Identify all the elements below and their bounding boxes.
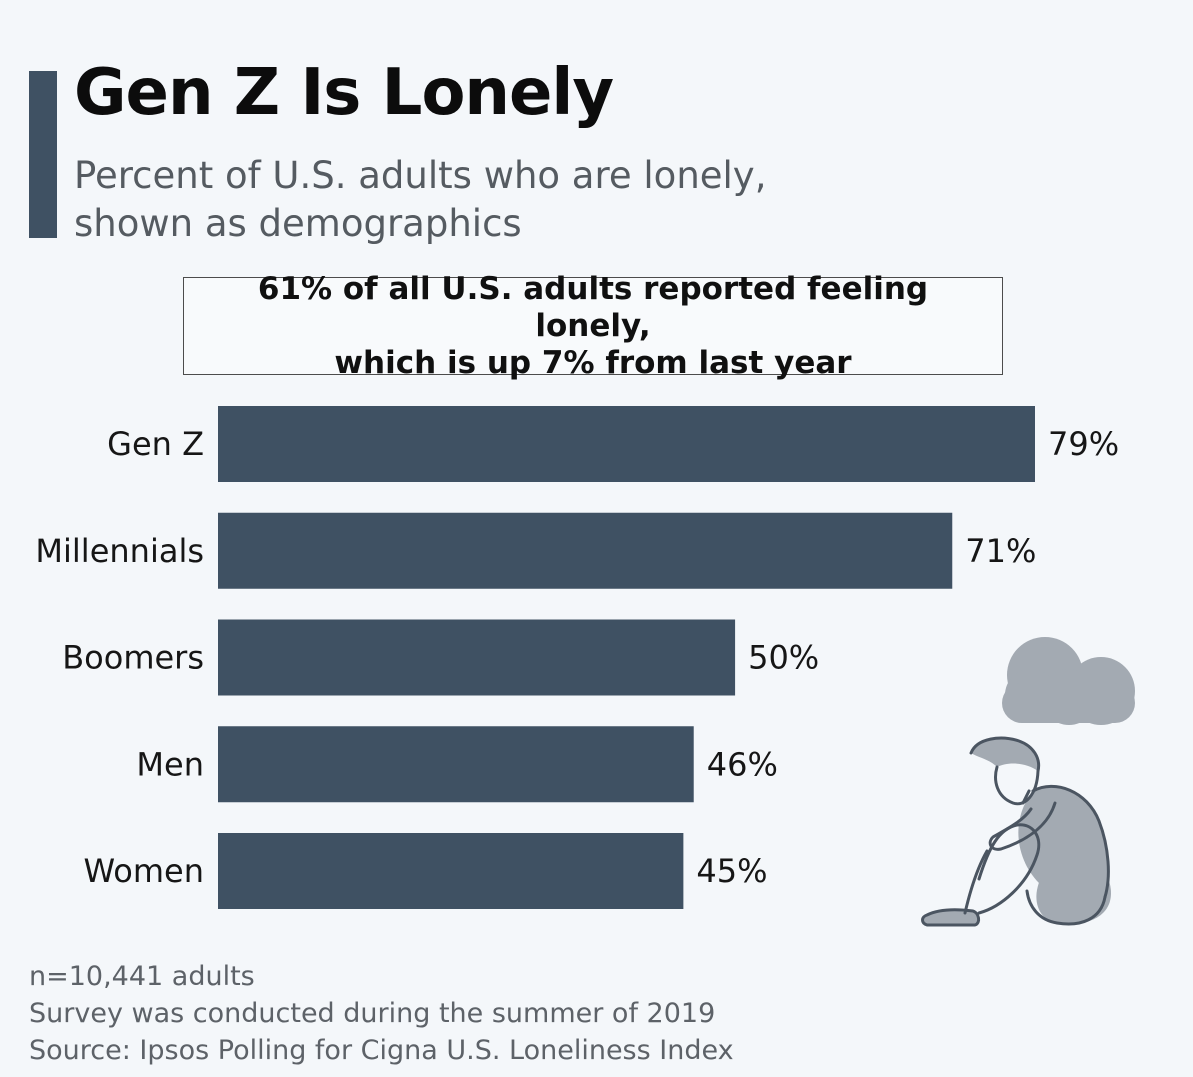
hip-icon	[1036, 855, 1111, 924]
callout-box: 61% of all U.S. adults reported feeling …	[183, 271, 1003, 381]
value-label-gen-z: 79%	[1048, 425, 1119, 463]
category-label-women: Women	[84, 852, 204, 890]
category-label-men: Men	[136, 745, 204, 783]
title-accent-bar	[29, 71, 57, 238]
lonely-person-illustration	[921, 637, 1135, 927]
footnote-sample-size: n=10,441 adults	[29, 961, 255, 992]
category-label-millennials: Millennials	[35, 532, 204, 570]
subtitle-line-2: shown as demographics	[74, 202, 522, 245]
bar-women	[218, 833, 684, 909]
footnote-survey-period: Survey was conducted during the summer o…	[29, 998, 716, 1029]
leg-icon	[977, 823, 1041, 915]
callout-line-1: 61% of all U.S. adults reported feeling …	[257, 270, 929, 344]
category-label-gen-z: Gen Z	[107, 425, 204, 463]
footnote-source: Source: Ipsos Polling for Cigna U.S. Lon…	[29, 1035, 734, 1066]
cloud-icon	[1002, 637, 1135, 725]
bar-millennials	[218, 512, 953, 589]
bar-gen-z	[218, 406, 1035, 482]
value-label-boomers: 50%	[748, 639, 819, 677]
category-label-boomers: Boomers	[62, 639, 204, 677]
chart-subtitle: Percent of U.S. adults who are lonely, s…	[74, 152, 834, 248]
arm-icon	[988, 801, 1057, 851]
footnotes: n=10,441 adults Survey was conducted dur…	[29, 958, 734, 1069]
hair-icon	[971, 738, 1039, 771]
value-label-men: 46%	[707, 745, 778, 783]
callout-line-2: which is up 7% from last year	[334, 344, 852, 381]
bar-men	[218, 726, 694, 803]
value-label-women: 45%	[696, 852, 767, 890]
chart-title: Gen Z Is Lonely	[74, 56, 614, 130]
subtitle-line-1: Percent of U.S. adults who are lonely,	[74, 154, 767, 197]
bar-boomers	[218, 619, 736, 696]
value-label-millennials: 71%	[965, 532, 1036, 570]
